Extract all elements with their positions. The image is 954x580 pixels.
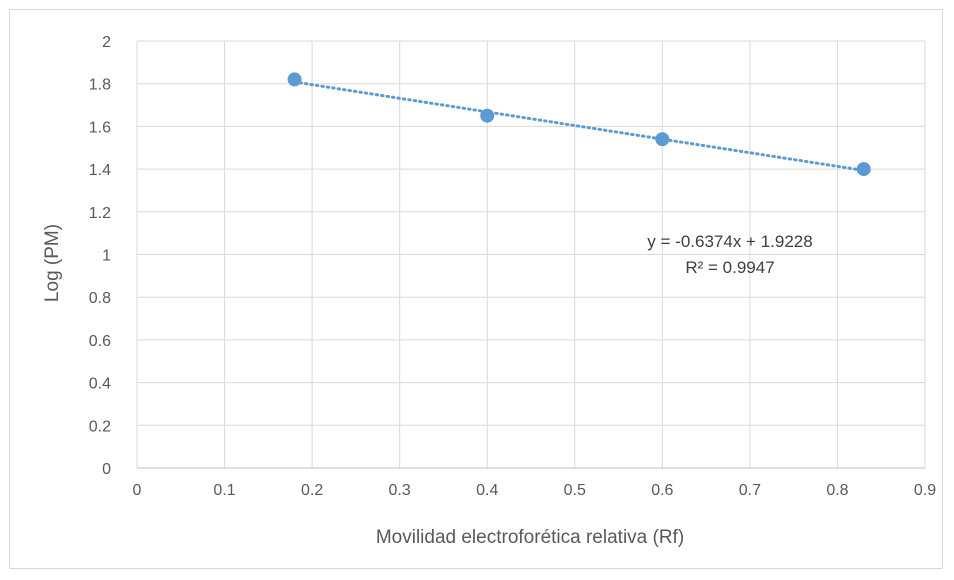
y-tick-label: 2	[102, 34, 111, 51]
y-tick-label: 0	[102, 461, 111, 478]
trendline	[293, 80, 866, 172]
x-tick-label: 0.9	[914, 482, 936, 499]
x-tick-label: 0.6	[651, 482, 673, 499]
data-point	[480, 108, 495, 123]
x-tick-label: 0.2	[301, 482, 323, 499]
gridlines	[136, 40, 926, 469]
data-points	[287, 72, 871, 177]
chart-container: 0 0.1 0.2 0.3 0.4 0.5 0.6 0.7 0.8 0.9 0 0.2 0.4 0.6 0…	[9, 9, 943, 569]
y-tick-label: 0.4	[89, 376, 111, 393]
x-tick-label: 0.3	[389, 482, 411, 499]
trendline-group	[293, 80, 866, 172]
x-tick-label: 0.4	[476, 482, 498, 499]
trendline-r-squared: R² = 0.9947	[685, 258, 774, 277]
y-axis-title: Log (PM)	[42, 224, 63, 302]
x-tick-labels: 0 0.1 0.2 0.3 0.4 0.5 0.6 0.7 0.8 0.9	[133, 482, 937, 499]
y-tick-label: 0.2	[89, 418, 111, 435]
y-tick-label: 0.6	[89, 333, 111, 350]
scatter-chart: 0 0.1 0.2 0.3 0.4 0.5 0.6 0.7 0.8 0.9 00.20.40.60…	[42, 34, 937, 548]
data-point	[655, 132, 670, 147]
y-tick-label: 1.4	[89, 162, 111, 179]
y-tick-label: 1.8	[89, 77, 111, 94]
x-axis-title: Movilidad electroforética relativa (Rf)	[376, 527, 684, 548]
x-tick-label: 0	[133, 482, 142, 499]
y-tick-label: 1	[102, 248, 111, 265]
x-tick-label: 0.5	[564, 482, 586, 499]
y-tick-label: 0.8	[89, 290, 111, 307]
data-point	[856, 162, 871, 177]
y-tick-label: 1.2	[89, 205, 111, 222]
x-tick-label: 0.7	[739, 482, 761, 499]
y-tick-label: 1.6	[89, 119, 111, 136]
x-tick-label: 0.1	[213, 482, 235, 499]
y-tick-labels: 0 0.2 0.4 0.6 0.8 1 1.2 1.4 1.6 1.8 2	[89, 34, 111, 478]
data-point	[287, 72, 302, 87]
x-tick-label: 0.8	[826, 482, 848, 499]
trendline-equation: y = -0.6374x + 1.9228	[647, 232, 812, 251]
